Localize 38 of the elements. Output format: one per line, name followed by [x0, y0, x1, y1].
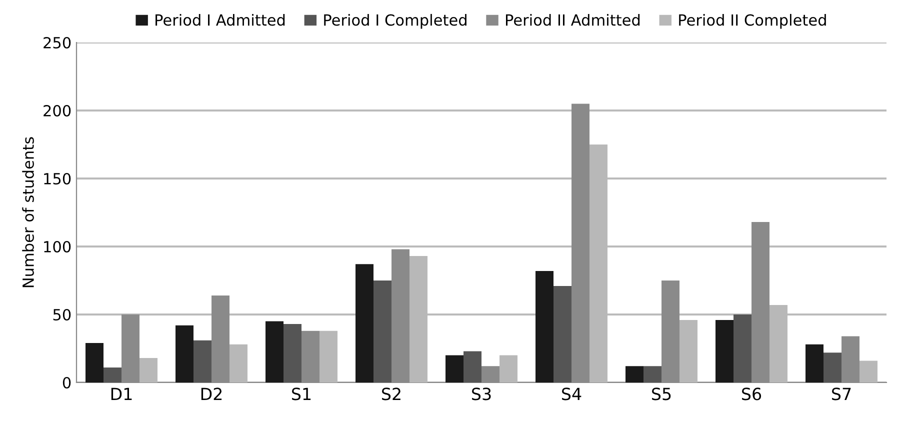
y-tick-label: 100 — [44, 240, 71, 253]
x-tick-label: S5 — [652, 388, 671, 400]
legend-label: Period I Admitted — [156, 14, 285, 26]
y-tick-label: 50 — [53, 308, 71, 321]
bar — [446, 355, 464, 382]
bar — [644, 366, 662, 382]
bar — [464, 351, 482, 382]
x-tick-label: S4 — [562, 388, 582, 400]
legend-label: Period II Admitted — [506, 14, 640, 26]
bar — [374, 280, 392, 382]
bar — [176, 325, 194, 382]
x-tick-label: D2 — [201, 388, 222, 400]
bar — [824, 352, 842, 382]
y-tick-label: 250 — [44, 36, 71, 49]
x-tick-label: S7 — [832, 388, 851, 400]
y-tick-label: 150 — [44, 172, 71, 185]
legend-label: Period II Completed — [679, 14, 826, 29]
bar — [266, 321, 284, 382]
legend-label: Period I Completed — [324, 14, 466, 29]
x-tick-label: D1 — [111, 388, 132, 400]
x-tick-label: S6 — [742, 388, 762, 400]
bar — [356, 264, 374, 382]
bar — [626, 366, 644, 382]
x-tick-label: S3 — [472, 388, 491, 400]
bar — [716, 320, 734, 382]
bar — [536, 270, 554, 382]
bar — [734, 314, 752, 382]
y-tick-label: 200 — [44, 104, 71, 117]
x-tick-label: S1 — [292, 388, 311, 400]
x-tick-label: S2 — [382, 388, 400, 400]
bar — [284, 324, 302, 382]
bar — [806, 344, 824, 382]
y-axis-title: Number of students — [22, 137, 34, 288]
bar — [104, 368, 122, 382]
bar — [194, 340, 212, 382]
bar — [554, 286, 572, 382]
y-tick-label: 0 — [62, 376, 71, 389]
bar — [86, 343, 104, 382]
